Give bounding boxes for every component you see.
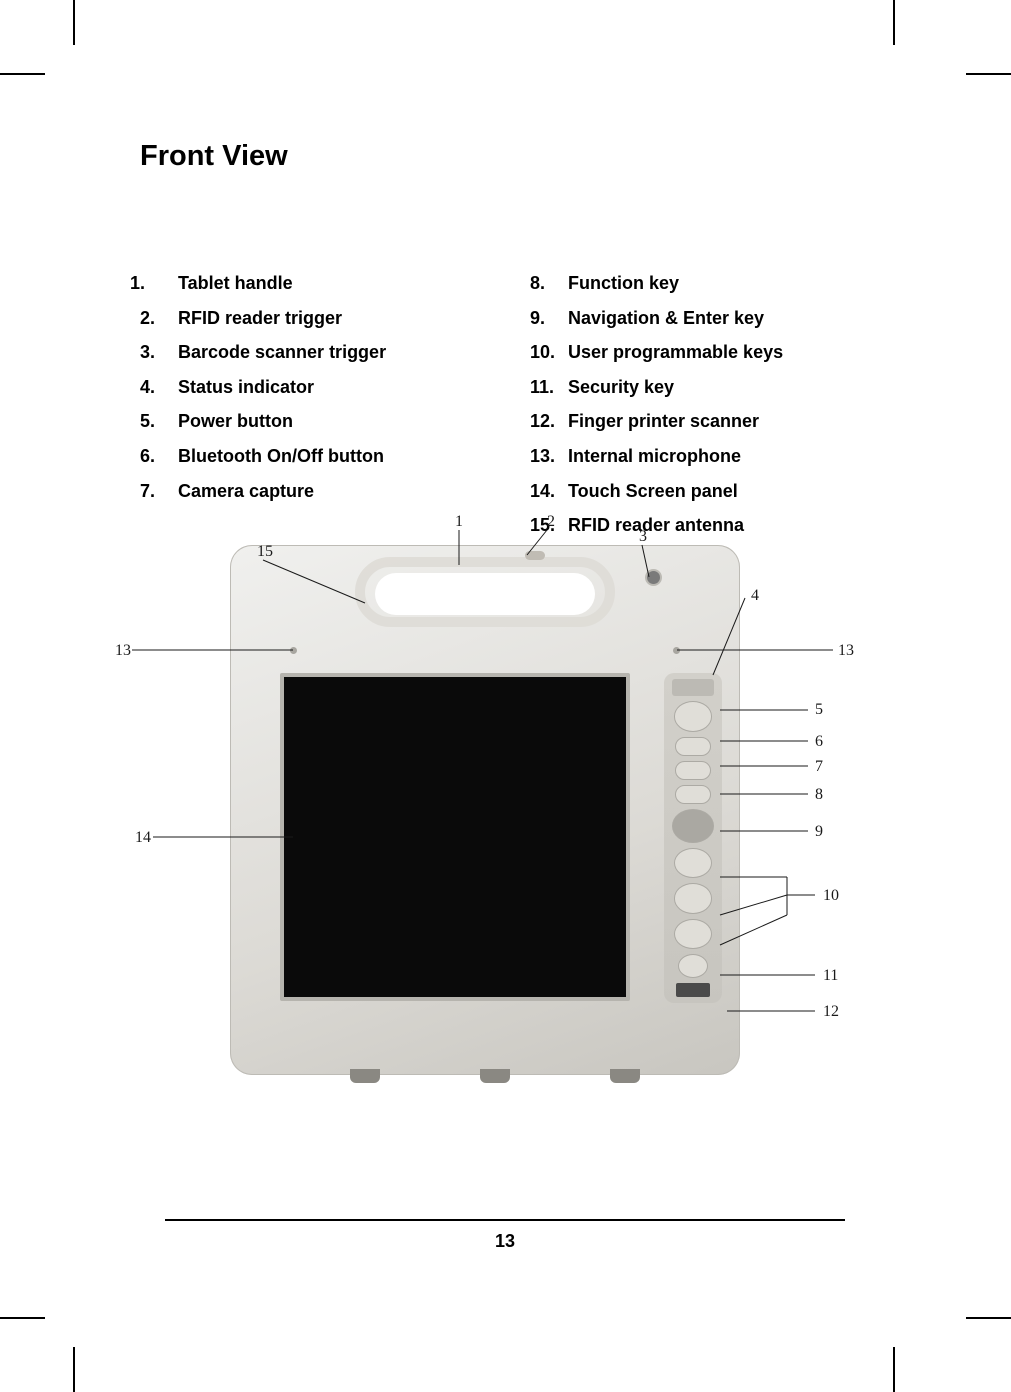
list-item: 1.Tablet handle [130, 268, 490, 299]
feature-list-left: 1.Tablet handle 2.RFID reader trigger 3.… [140, 268, 490, 545]
rfid-trigger [525, 551, 545, 560]
tablet-foot [480, 1069, 510, 1083]
camera-button [675, 761, 711, 780]
list-item: 5.Power button [140, 406, 490, 437]
callout-label: 9 [815, 823, 823, 841]
callout-label: 1 [455, 513, 463, 531]
callout-label: 15 [257, 543, 273, 561]
callout-label: 11 [823, 967, 838, 985]
callout-label: 8 [815, 786, 823, 804]
bluetooth-button [675, 737, 711, 756]
list-item: 13.Internal microphone [530, 441, 880, 472]
callout-label: 5 [815, 701, 823, 719]
tablet-diagram: 1 2 3 4 5 6 7 8 9 10 11 12 13 13 14 15 [115, 525, 895, 1125]
list-item: 3.Barcode scanner trigger [140, 337, 490, 368]
microphone-left [290, 647, 297, 654]
crop-mark [966, 73, 1011, 75]
prog-key-3 [674, 919, 712, 949]
microphone-right [673, 647, 680, 654]
crop-mark [893, 0, 895, 45]
list-item: 4.Status indicator [140, 372, 490, 403]
callout-label: 10 [823, 887, 839, 905]
callout-label: 14 [135, 829, 151, 847]
crop-mark [0, 1317, 45, 1319]
feature-list-right: 8.Function key 9.Navigation & Enter key … [530, 268, 880, 545]
prog-key-1 [674, 848, 712, 878]
list-item: 7.Camera capture [140, 476, 490, 507]
page-number: 13 [165, 1231, 845, 1252]
list-item: 2.RFID reader trigger [140, 303, 490, 334]
crop-mark [0, 73, 45, 75]
callout-label: 13 [115, 642, 131, 660]
touch-screen [280, 673, 630, 1001]
prog-key-2 [674, 883, 712, 913]
section-title: Front View [140, 140, 880, 173]
callout-label: 6 [815, 733, 823, 751]
security-key [678, 954, 708, 978]
crop-mark [73, 0, 75, 45]
callout-label: 12 [823, 1003, 839, 1021]
list-item: 6.Bluetooth On/Off button [140, 441, 490, 472]
function-key [675, 785, 711, 804]
list-item: 14.Touch Screen panel [530, 476, 880, 507]
list-item: 8.Function key [530, 268, 880, 299]
power-button [674, 701, 712, 731]
crop-mark [73, 1347, 75, 1392]
tablet-handle [355, 557, 615, 627]
status-indicator [672, 679, 714, 696]
list-item: 11.Security key [530, 372, 880, 403]
crop-mark [893, 1347, 895, 1392]
barcode-trigger [645, 569, 662, 586]
list-item: 10.User programmable keys [530, 337, 880, 368]
crop-mark [966, 1317, 1011, 1319]
callout-label: 3 [639, 528, 647, 546]
callout-label: 2 [547, 513, 555, 531]
list-item: 12.Finger printer scanner [530, 406, 880, 437]
button-panel [664, 673, 722, 1003]
tablet-foot [610, 1069, 640, 1083]
tablet-body [230, 545, 740, 1075]
nav-enter-key [672, 809, 714, 842]
page-footer: 13 [165, 1219, 845, 1252]
callout-label: 13 [838, 642, 854, 660]
tablet-foot [350, 1069, 380, 1083]
footer-rule [165, 1219, 845, 1221]
fingerprint-scanner [676, 983, 710, 997]
feature-list: 1.Tablet handle 2.RFID reader trigger 3.… [140, 268, 880, 545]
callout-label: 4 [751, 587, 759, 605]
list-item: 9.Navigation & Enter key [530, 303, 880, 334]
callout-label: 7 [815, 758, 823, 776]
